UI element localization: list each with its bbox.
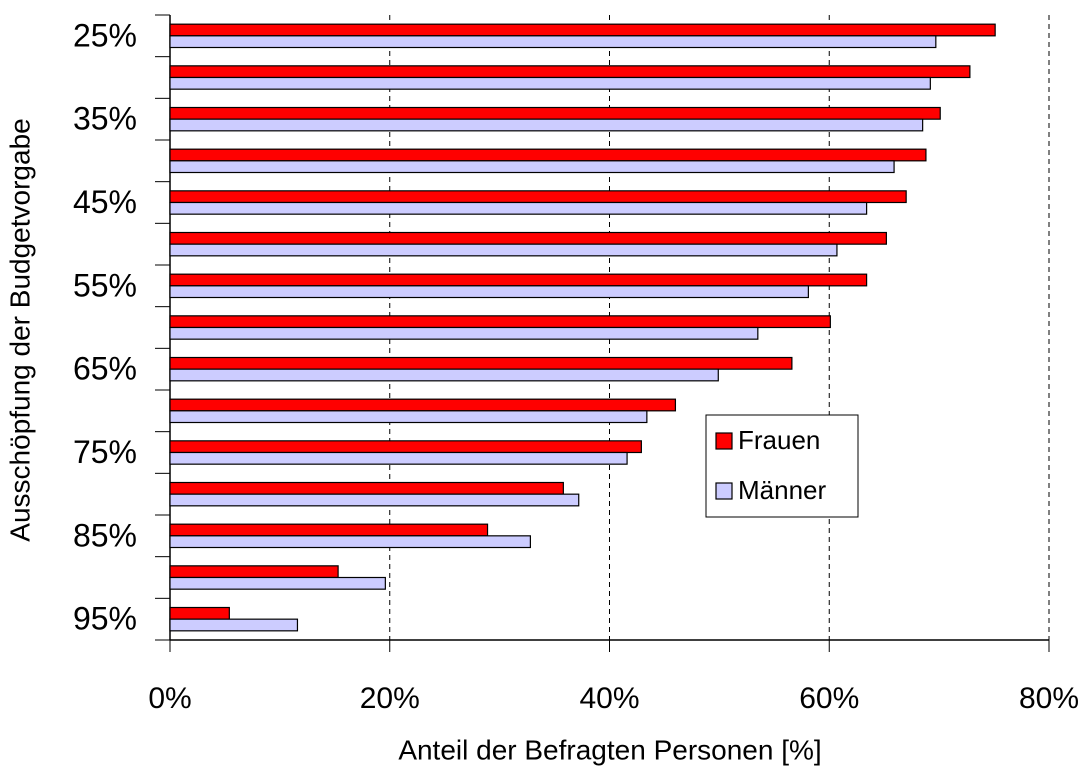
x-tick-label: 40%: [579, 682, 639, 715]
bar: [169, 243, 838, 257]
y-tick-label: 25%: [73, 17, 137, 53]
bar: [169, 148, 927, 162]
legend-box: [705, 414, 859, 518]
bar: [169, 368, 719, 382]
y-tick-label: 85%: [73, 517, 137, 553]
bar: [169, 356, 793, 370]
y-tick-label: 65%: [73, 351, 137, 387]
y-axis-label: Ausschöpfung der Budgetvorgabe: [4, 118, 35, 541]
legend-label: Männer: [738, 475, 826, 505]
bar: [169, 76, 931, 90]
bar: [169, 493, 580, 507]
bar: [169, 65, 971, 79]
bar: [169, 315, 831, 329]
bar: [169, 618, 299, 632]
bar: [169, 326, 759, 340]
bar: [169, 440, 642, 454]
bar: [169, 106, 941, 120]
bar: [169, 565, 339, 579]
bar: [169, 285, 809, 299]
bar: [169, 606, 230, 620]
x-tick-label: 80%: [1019, 682, 1079, 715]
bar: [169, 190, 907, 204]
bar: [169, 523, 489, 537]
x-tick-label: 60%: [799, 682, 859, 715]
y-tick-label: 95%: [73, 601, 137, 637]
bar: [169, 273, 868, 287]
x-tick-label: 20%: [360, 682, 420, 715]
bar: [169, 481, 564, 495]
x-tick-label: 0%: [148, 682, 191, 715]
bar: [169, 398, 677, 412]
bar: [169, 118, 924, 132]
bar: [169, 231, 887, 245]
bar: [169, 201, 868, 215]
legend-label: Frauen: [738, 425, 820, 455]
legend-swatch: [715, 432, 733, 450]
y-tick-label: 75%: [73, 434, 137, 470]
bar: [169, 535, 531, 549]
legend-swatch: [715, 482, 733, 500]
bar: [169, 35, 937, 49]
y-tick-label: 35%: [73, 101, 137, 137]
bar: [169, 451, 628, 465]
x-axis-label: Anteil der Befragten Personen [%]: [398, 734, 821, 765]
bar: [169, 23, 996, 37]
bar: [169, 160, 895, 174]
y-tick-label: 55%: [73, 267, 137, 303]
y-tick-label: 45%: [73, 184, 137, 220]
bar: [169, 410, 648, 424]
bar: [169, 576, 386, 590]
